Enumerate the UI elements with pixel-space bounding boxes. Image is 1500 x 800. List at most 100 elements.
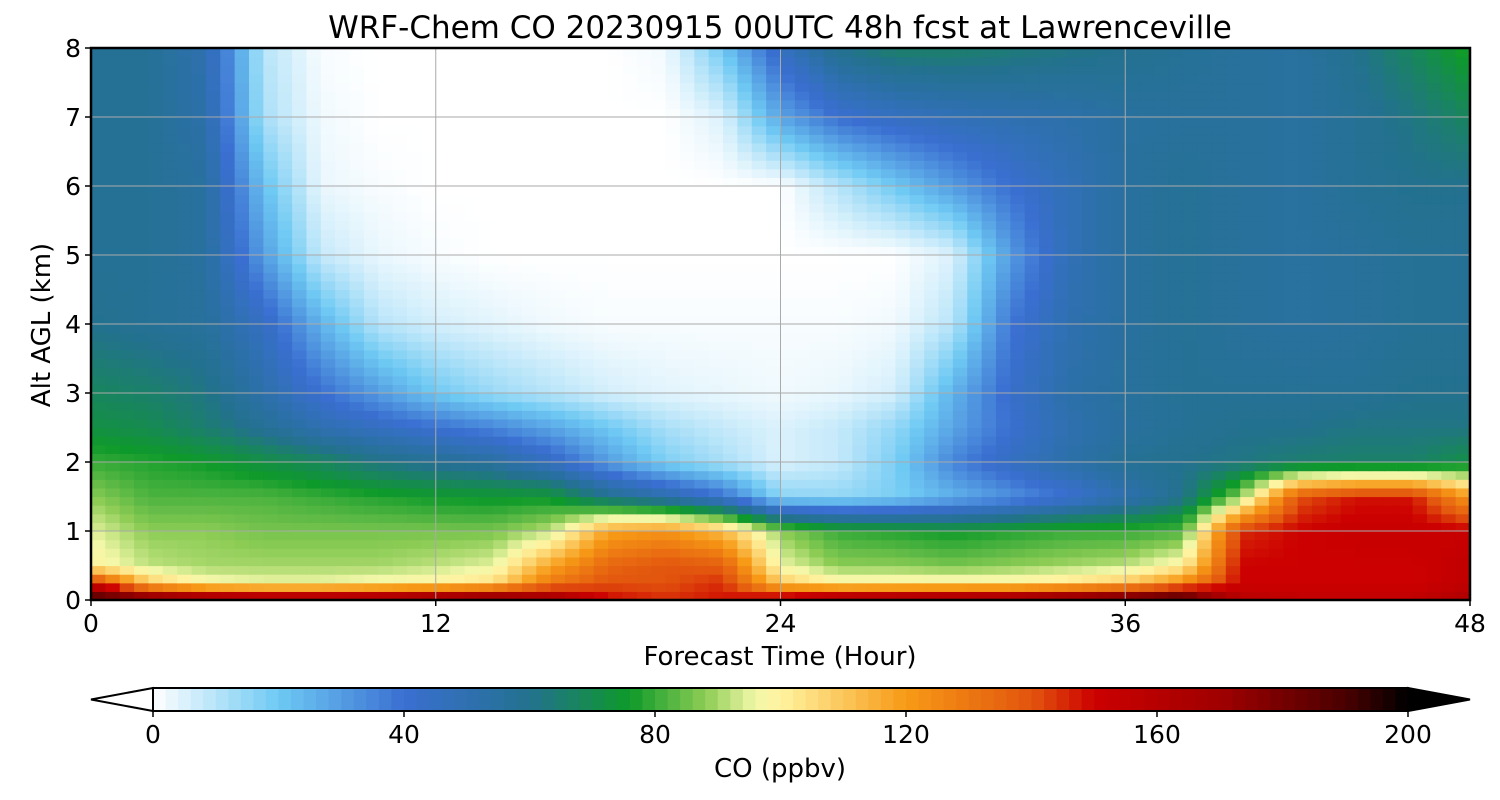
heatmap-cell — [478, 280, 494, 291]
heatmap-cell — [521, 513, 537, 523]
heatmap-cell — [723, 496, 738, 506]
heatmap-cell — [392, 470, 408, 480]
heatmap-cell — [1153, 436, 1169, 446]
heatmap-cell — [1096, 418, 1112, 429]
heatmap-cell — [866, 453, 882, 463]
heatmap-cell — [881, 315, 897, 325]
heatmap-cell — [837, 367, 853, 377]
heatmap-cell — [1010, 349, 1026, 360]
heatmap-cell — [608, 229, 624, 239]
heatmap-cell — [1053, 418, 1069, 429]
heatmap-cell — [1326, 565, 1342, 575]
heatmap-cell — [191, 444, 207, 454]
heatmap-cell — [1096, 272, 1112, 282]
heatmap-cell — [1340, 418, 1356, 429]
heatmap-cell — [1254, 186, 1270, 196]
heatmap-cell — [1153, 186, 1169, 196]
heatmap-cell — [1383, 246, 1399, 256]
heatmap-cell — [1455, 229, 1470, 239]
heatmap-cell — [1340, 358, 1356, 368]
heatmap-cell — [191, 358, 207, 368]
heatmap-cell — [952, 418, 968, 429]
heatmap-cell — [967, 487, 983, 498]
heatmap-cell — [780, 556, 796, 567]
heatmap-cell — [478, 289, 494, 299]
heatmap-cell — [363, 194, 379, 204]
heatmap-cell — [1082, 237, 1098, 247]
heatmap-cell — [407, 436, 422, 446]
heatmap-cell — [895, 393, 911, 403]
heatmap-cell — [536, 436, 552, 446]
heatmap-cell — [363, 539, 379, 549]
heatmap-cell — [1426, 556, 1442, 567]
heatmap-cell — [134, 367, 150, 377]
heatmap-cell — [292, 444, 308, 454]
heatmap-cell — [478, 263, 494, 273]
heatmap-cell — [450, 393, 466, 403]
heatmap-cell — [162, 427, 178, 437]
heatmap-cell — [421, 160, 437, 170]
heatmap-cell — [751, 513, 767, 523]
heatmap-cell — [1039, 358, 1055, 368]
heatmap-cell — [493, 349, 509, 360]
heatmap-cell — [148, 522, 164, 532]
heatmap-cell — [866, 211, 882, 222]
heatmap-cell — [191, 505, 207, 515]
heatmap-cell — [507, 341, 523, 351]
heatmap-cell — [148, 410, 164, 420]
heatmap-cell — [521, 341, 537, 351]
heatmap-cell — [1010, 513, 1026, 523]
heatmap-cell — [809, 289, 825, 299]
heatmap-cell — [1383, 177, 1399, 187]
heatmap-cell — [1398, 462, 1414, 472]
heatmap-cell — [407, 246, 422, 256]
heatmap-cell — [1340, 522, 1356, 532]
heatmap-cell — [1096, 229, 1112, 239]
heatmap-cell — [1168, 487, 1184, 498]
heatmap-cell — [1211, 263, 1227, 273]
heatmap-cell — [909, 272, 925, 282]
heatmap-cell — [234, 349, 250, 360]
heatmap-cell — [292, 358, 308, 368]
heatmap-cell — [565, 393, 580, 403]
heatmap-cell — [794, 229, 810, 239]
heatmap-cell — [1441, 444, 1457, 454]
heatmap-cell — [823, 487, 839, 498]
heatmap-cell — [1067, 565, 1083, 575]
heatmap-cell — [1153, 229, 1169, 239]
heatmap-cell — [1211, 186, 1227, 196]
heatmap-cell — [866, 418, 882, 429]
heatmap-cell — [737, 513, 753, 523]
heatmap-cell — [507, 496, 523, 506]
heatmap-cell — [392, 462, 408, 472]
heatmap-cell — [349, 315, 365, 325]
heatmap-cell — [622, 272, 638, 282]
heatmap-cell — [220, 375, 236, 385]
heatmap-cell — [1455, 375, 1470, 385]
heatmap-cell — [837, 548, 853, 558]
heatmap-cell — [507, 220, 523, 230]
heatmap-cell — [421, 582, 437, 592]
heatmap-cell — [708, 505, 724, 515]
heatmap-cell — [1039, 367, 1055, 377]
heatmap-cell — [493, 220, 509, 230]
heatmap-cell — [708, 548, 724, 558]
heatmap-cell — [1010, 487, 1026, 498]
heatmap-cell — [1197, 298, 1213, 308]
heatmap-cell — [1340, 444, 1356, 454]
heatmap-cell — [1153, 289, 1169, 299]
heatmap-cell — [1168, 418, 1184, 429]
heatmap-cell — [407, 539, 422, 549]
heatmap-cell — [1355, 194, 1371, 204]
heatmap-cell — [1182, 194, 1198, 204]
heatmap-cell — [335, 272, 351, 282]
heatmap-cell — [1369, 237, 1385, 247]
heatmap-cell — [593, 427, 609, 437]
heatmap-cell — [1326, 531, 1342, 541]
heatmap-cell — [1383, 211, 1399, 222]
heatmap-cell — [1053, 436, 1069, 446]
heatmap-cell — [665, 539, 681, 549]
heatmap-cell — [1283, 315, 1299, 325]
heatmap-cell — [521, 418, 537, 429]
heatmap-cell — [1326, 418, 1342, 429]
